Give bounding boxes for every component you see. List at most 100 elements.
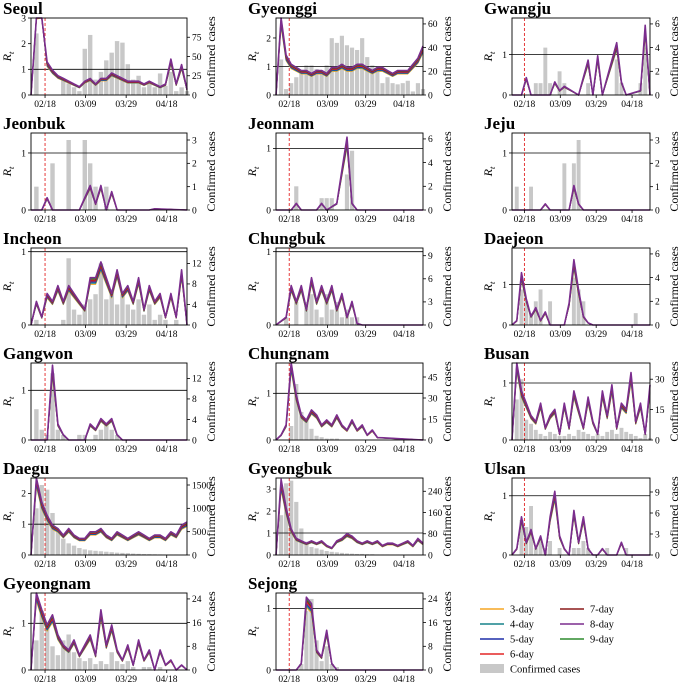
legend: 3-day 7-day 4-day 8-day 5-day 9-day 6-day Confi… (480, 605, 615, 676)
y2-tick-label: 1 (192, 183, 197, 193)
y2-tick-label: 6 (655, 509, 660, 519)
legend-label-8-day: 8-day (590, 620, 615, 631)
rt-series-8-day (30, 592, 188, 671)
case-bar (71, 652, 77, 670)
case-bar (82, 661, 88, 670)
y2-axis-label: Confirmed cases (440, 131, 454, 212)
case-bar (82, 304, 88, 325)
y-axis-label: Rt (0, 626, 16, 637)
case-bar (529, 186, 533, 210)
y2-tick-label: 2 (655, 160, 660, 170)
case-bar (114, 41, 120, 95)
rt-series-8-day (275, 478, 424, 556)
panel-title: Daejeon (484, 229, 544, 248)
case-bar (538, 83, 543, 95)
y2-axis-label: Confirmed cases (667, 16, 681, 97)
y-tick-label: 0 (266, 666, 271, 676)
panel-gwangju: Gwangju 0 1 0 2 4 6 02/18 03/09 03/29 04/18 Rt Confi… (481, 0, 681, 110)
y-tick-label: 0 (21, 551, 26, 561)
x-tick-label: 02/18 (34, 445, 56, 455)
y2-tick-label: 3 (428, 298, 433, 308)
case-bar (309, 598, 314, 670)
y-tick-label: 1 (502, 281, 507, 291)
case-bar (278, 59, 284, 95)
y2-axis-label: Confirmed cases (204, 16, 218, 97)
y2-tick-label: 45 (428, 373, 438, 383)
x-tick-label: 02/18 (34, 100, 56, 110)
case-bar (309, 294, 314, 325)
case-bar (344, 174, 350, 210)
case-bar (289, 480, 294, 555)
case-bar (600, 435, 605, 440)
y2-tick-label: 3 (655, 136, 660, 146)
x-tick-label: 02/18 (278, 330, 300, 340)
y-tick-label: 2 (266, 34, 271, 44)
y2-tick-label: 0 (192, 321, 197, 331)
y-axis-label-subscript: t (251, 626, 261, 629)
case-bar (66, 140, 71, 210)
x-tick-label: 03/29 (355, 675, 377, 685)
case-bar (163, 319, 168, 325)
y-tick-label: 0 (502, 206, 507, 216)
x-tick-label: 03/09 (549, 330, 571, 340)
y2-axis-label: Confirmed cases (440, 246, 454, 327)
rt-series-7-day (276, 599, 423, 671)
case-bar (294, 186, 299, 210)
x-tick-label: 03/09 (317, 445, 339, 455)
y2-tick-label: 0 (192, 206, 197, 216)
case-bar (319, 71, 324, 95)
case-bar (93, 79, 98, 95)
rt-series-6-day (276, 601, 423, 671)
case-bar (319, 661, 324, 670)
y-tick-label: 2 (21, 40, 26, 50)
x-tick-label: 04/18 (393, 100, 415, 110)
case-bar (638, 437, 643, 440)
y-axis-label-subscript: t (6, 626, 16, 629)
case-bar (77, 548, 82, 555)
y-axis-label-subscript: t (251, 281, 261, 284)
case-bar (390, 83, 395, 95)
rt-series-9-day (276, 598, 423, 671)
x-tick-label: 03/09 (317, 100, 339, 110)
case-bar (309, 547, 314, 555)
case-bar (605, 548, 610, 555)
case-bar (77, 91, 82, 95)
case-bar (87, 34, 93, 95)
case-bar (552, 433, 557, 440)
case-bar (385, 77, 390, 95)
case-bar (548, 301, 553, 325)
case-bar (590, 435, 595, 440)
case-bar (294, 501, 299, 555)
y2-axis-label: Confirmed cases (440, 16, 454, 97)
plot-frame (30, 17, 188, 96)
x-tick-label: 03/09 (317, 215, 339, 225)
case-bar (44, 489, 50, 555)
y2-axis-label: Confirmed cases (667, 476, 681, 557)
panel-sejong: Sejong 0 1 0 8 16 24 02/18 03/09 03/29 04/18 Rt Conf… (245, 574, 454, 685)
x-tick-label: 03/09 (75, 560, 97, 570)
y2-axis-label: Confirmed cases (667, 361, 681, 442)
y2-axis-label: Confirmed cases (204, 131, 218, 212)
case-bar (519, 289, 524, 325)
case-bar (571, 548, 576, 555)
y-axis-label-subscript: t (251, 166, 261, 169)
case-bar (98, 263, 104, 325)
panel-daegu: Daegu 0 1 2 0 500 1000 1500 02/18 03/09 03/29 04/18… (0, 459, 218, 570)
case-bar (104, 299, 109, 325)
y2-tick-label: 8 (192, 395, 197, 405)
y2-tick-label: 24 (428, 595, 438, 605)
case-bar (529, 423, 533, 440)
y-tick-label: 1 (502, 492, 507, 502)
y2-tick-label: 1000 (192, 505, 211, 515)
y2-tick-label: 20 (428, 68, 438, 78)
y2-tick-label: 30 (428, 394, 438, 404)
y2-tick-label: 0 (428, 551, 433, 561)
y2-tick-label: 9 (655, 488, 660, 498)
panel-title: Jeonnam (248, 114, 314, 133)
y-tick-label: 3 (21, 14, 26, 24)
x-tick-label: 03/29 (585, 100, 607, 110)
case-bar (66, 543, 71, 555)
case-bar (77, 314, 82, 325)
case-bar (114, 434, 120, 440)
rt-series-8-day (30, 477, 188, 556)
